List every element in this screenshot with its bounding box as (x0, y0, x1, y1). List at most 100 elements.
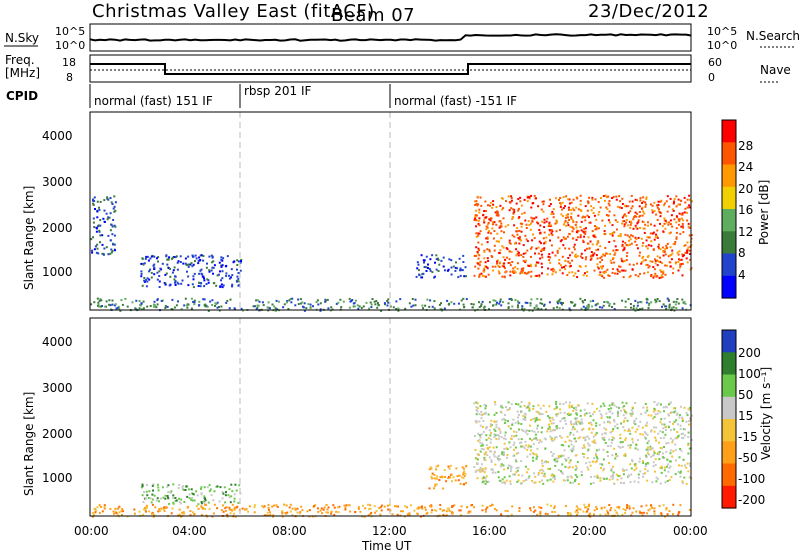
velocity-cell (197, 503, 200, 506)
power-cell (477, 232, 480, 235)
velocity-cell (146, 506, 148, 509)
power-cell (488, 218, 491, 221)
velocity-cell (623, 405, 626, 408)
power-cell (434, 261, 436, 264)
velocity-cell (557, 457, 559, 460)
velocity-cell (481, 467, 484, 470)
velocity-cell (687, 442, 690, 445)
velocity-cell (559, 408, 562, 411)
velocity-cell (480, 417, 483, 420)
velocity-cell (485, 427, 488, 430)
velocity-cell (678, 414, 681, 416)
velocity-cell (682, 432, 684, 435)
velocity-cell (621, 446, 624, 448)
velocity-cell (612, 428, 615, 430)
power-cell (576, 229, 579, 232)
velocity-cell (461, 476, 463, 479)
power-cell (431, 271, 434, 274)
power-cell (622, 269, 625, 272)
power-cell (386, 304, 389, 307)
power-cell (475, 235, 478, 238)
velocity-cell (537, 472, 540, 474)
power-cell (109, 252, 112, 255)
power-cell (486, 257, 489, 260)
power-cell (667, 223, 670, 226)
velocity-cell (555, 403, 557, 406)
power-cell (208, 255, 211, 258)
velocity-cell (688, 407, 691, 409)
velocity-cell (166, 485, 169, 488)
power-cell (552, 208, 555, 211)
power-cell (319, 302, 322, 305)
velocity-cell (574, 437, 577, 440)
velocity-cell (446, 507, 449, 510)
velocity-cell (543, 475, 546, 478)
power-cell (299, 298, 302, 301)
power-cell (686, 219, 689, 222)
velocity-cell (435, 477, 438, 480)
power-cell (495, 303, 498, 306)
velocity-cell (435, 509, 438, 512)
power-cell (574, 272, 577, 275)
velocity-cell (482, 431, 485, 433)
power-cell (119, 309, 122, 312)
velocity-cell (453, 504, 456, 507)
velocity-cell (554, 464, 557, 467)
power-cell (656, 298, 659, 300)
velocity-cell (528, 403, 531, 406)
velocity-cell (629, 481, 632, 484)
velocity-cell (613, 404, 616, 407)
power-cell (365, 301, 368, 304)
power-cell (677, 253, 680, 256)
velocity-cell (552, 422, 555, 425)
power-cell (527, 264, 529, 267)
power-cell (386, 300, 389, 302)
power-cell (492, 304, 494, 307)
power-cell (508, 239, 511, 242)
power-cell (474, 200, 477, 203)
power-cell (608, 200, 611, 202)
velocity-cell (569, 475, 572, 478)
power-cell (641, 244, 644, 247)
velocity-cell (272, 514, 275, 517)
velocity-cell (671, 439, 674, 442)
velocity-cell (532, 510, 535, 513)
power-cell (206, 278, 209, 281)
power-cell (591, 254, 594, 257)
power-cell (108, 303, 111, 306)
power-cell (208, 270, 211, 273)
power-cbar-tick-24: 24 (738, 160, 753, 174)
power-cell (523, 211, 526, 214)
power-cell (681, 217, 683, 220)
power-cell (186, 306, 189, 309)
power-cell (623, 260, 626, 262)
velocity-cell (504, 431, 507, 434)
velocity-cell (314, 504, 317, 507)
power-cell (652, 276, 655, 279)
velocity-cell (122, 510, 124, 513)
power-cell (664, 273, 667, 276)
velocity-cell (608, 438, 611, 441)
power-cell (508, 241, 511, 244)
velocity-cell (580, 474, 583, 477)
velocity-cell (631, 460, 634, 463)
power-cell (462, 261, 465, 263)
velocity-cell (524, 431, 527, 434)
velocity-cell (408, 514, 411, 516)
power-cell (641, 202, 644, 204)
velocity-cell (482, 448, 485, 451)
velocity-cell (495, 426, 498, 429)
velocity-cell (121, 508, 124, 510)
power-cell (517, 304, 519, 307)
power-cell (662, 303, 665, 306)
velocity-cell (631, 459, 633, 462)
velocity-cell (327, 506, 330, 509)
power-cell (93, 301, 96, 304)
xtick-24-00: 00:00 (673, 524, 708, 538)
velocity-cell (563, 417, 566, 420)
power-cell (508, 201, 511, 203)
velocity-cell (589, 513, 592, 516)
velocity-cell (589, 421, 592, 424)
power-cell (324, 300, 327, 303)
velocity-cell (677, 512, 680, 515)
